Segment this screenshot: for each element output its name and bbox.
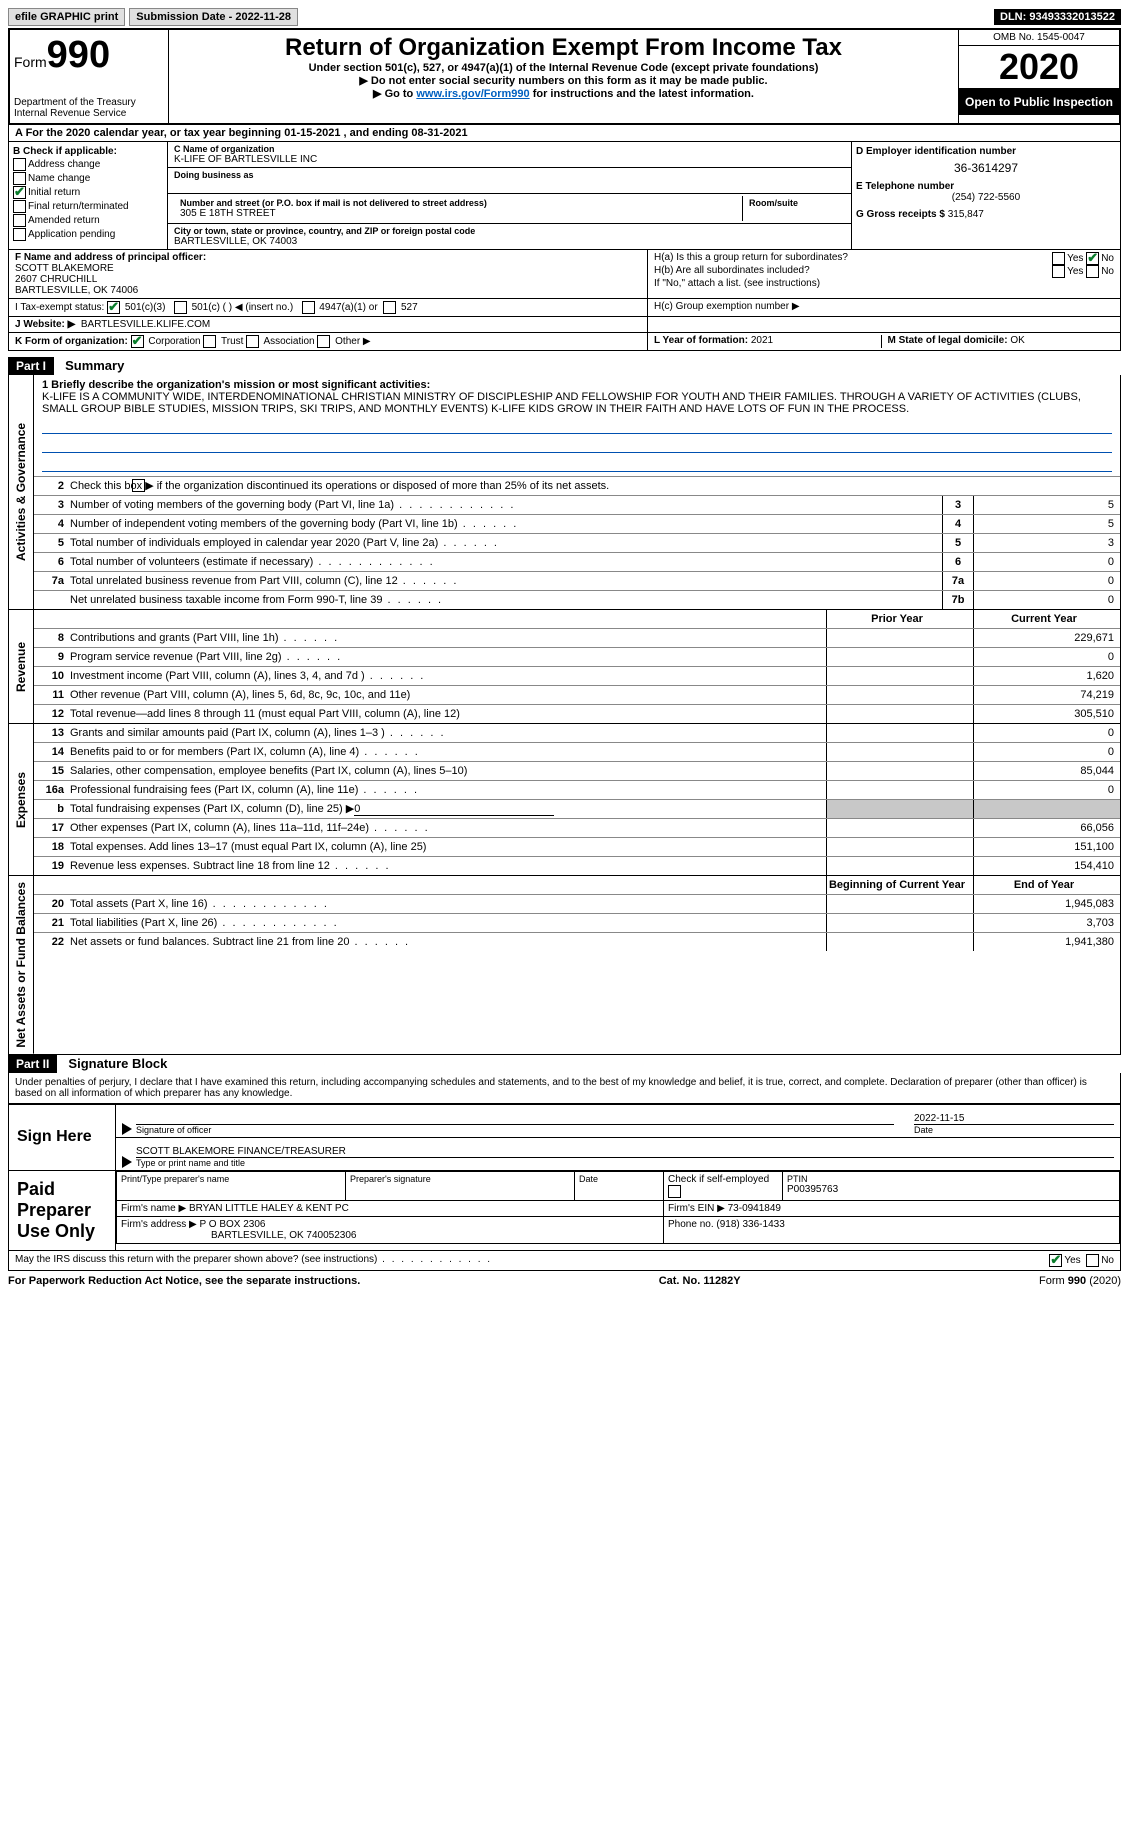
part1-revenue: Revenue Prior YearCurrent Year 8Contribu… (8, 610, 1121, 724)
box-d-e-g: D Employer identification number 36-3614… (851, 142, 1120, 249)
part1-expenses: Expenses 13Grants and similar amounts pa… (8, 724, 1121, 876)
part1-header: Part I (8, 357, 54, 375)
signature-block: Under penalties of perjury, I declare th… (8, 1073, 1121, 1271)
top-bar: efile GRAPHIC print Submission Date - 20… (8, 8, 1121, 26)
dln: DLN: 93493332013522 (994, 9, 1121, 25)
arrow-icon (122, 1123, 132, 1135)
part2-header: Part II (8, 1055, 57, 1073)
row-j: J Website: ▶ BARTLESVILLE.KLIFE.COM (8, 317, 1121, 333)
main-info: B Check if applicable: Address change Na… (8, 142, 1121, 250)
row-f-h: F Name and address of principal officer:… (8, 250, 1121, 299)
form-title: Return of Organization Exempt From Incom… (173, 34, 954, 62)
tax-year-row: A For the 2020 calendar year, or tax yea… (8, 125, 1121, 142)
part1-netassets: Net Assets or Fund Balances Beginning of… (8, 876, 1121, 1055)
box-b: B Check if applicable: Address change Na… (9, 142, 168, 249)
header-left: Form990 Department of the Treasury Inter… (10, 30, 169, 123)
footer: For Paperwork Reduction Act Notice, see … (8, 1271, 1121, 1291)
part1-governance: Activities & Governance 1 Briefly descri… (8, 375, 1121, 610)
arrow-icon (122, 1156, 132, 1168)
header-right: OMB No. 1545-0047 2020 Open to Public In… (958, 30, 1119, 123)
header-mid: Return of Organization Exempt From Incom… (169, 30, 958, 123)
box-c: C Name of organization K-LIFE OF BARTLES… (168, 142, 851, 249)
row-k-l-m: K Form of organization: Corporation Trus… (8, 333, 1121, 351)
submission-date: Submission Date - 2022-11-28 (129, 8, 298, 26)
form-header: Form990 Department of the Treasury Inter… (8, 28, 1121, 125)
row-i-hc: I Tax-exempt status: 501(c)(3) 501(c) ( … (8, 299, 1121, 317)
efile-label: efile GRAPHIC print (8, 8, 125, 26)
instructions-link[interactable]: www.irs.gov/Form990 (416, 88, 529, 100)
